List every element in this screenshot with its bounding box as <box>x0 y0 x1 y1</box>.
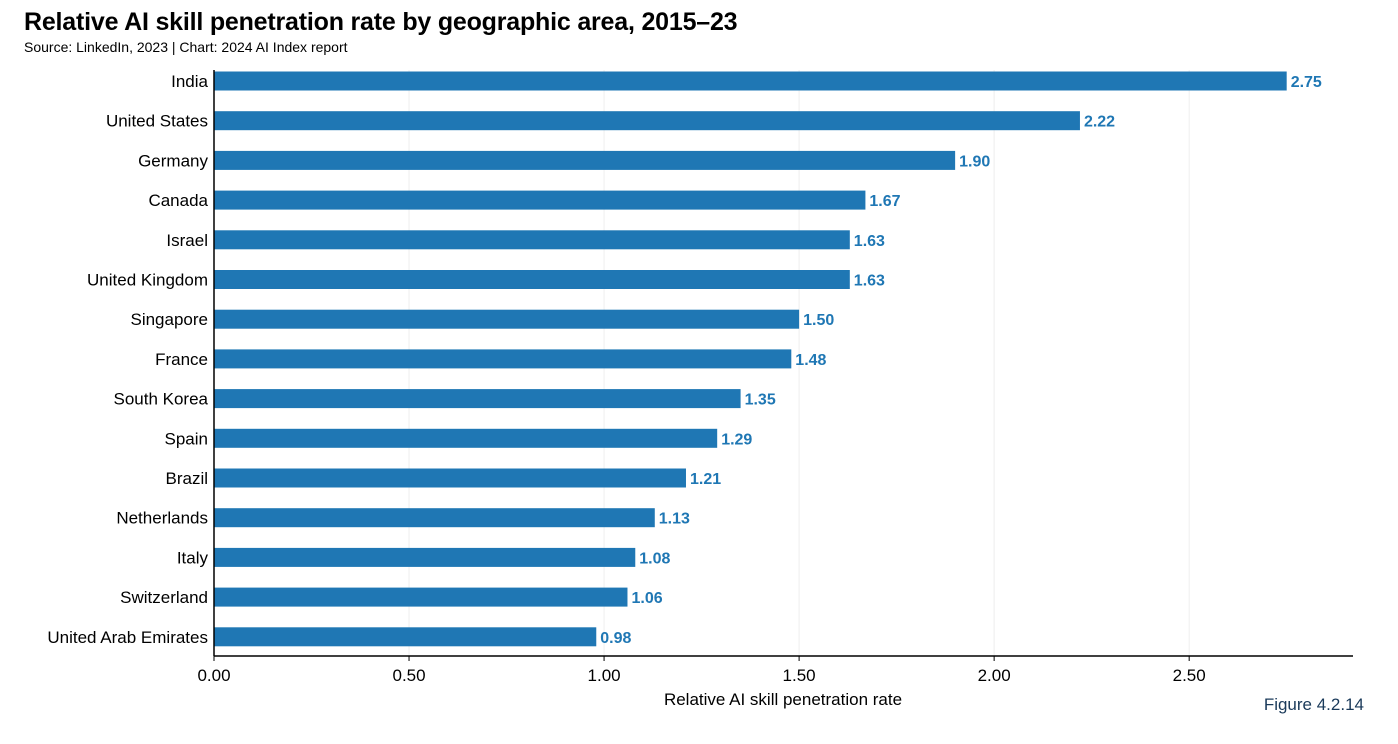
value-label: 1.48 <box>795 352 826 369</box>
category-label: Italy <box>177 548 209 567</box>
x-tick-label: 1.50 <box>783 666 816 685</box>
x-tick-label: 0.50 <box>392 666 425 685</box>
x-axis-title: Relative AI skill penetration rate <box>664 690 902 709</box>
chart-subtitle: Source: LinkedIn, 2023 | Chart: 2024 AI … <box>24 39 348 55</box>
category-label: United Kingdom <box>87 271 208 290</box>
x-tick-label: 2.50 <box>1173 666 1206 685</box>
bar <box>214 428 718 448</box>
bars <box>214 71 1287 647</box>
value-label: 1.35 <box>745 392 776 409</box>
labels: India 2.75 United States 2.22 Germany 1.90 Can… <box>47 72 1322 685</box>
chart-title: Relative AI skill penetration rate by ge… <box>24 8 738 36</box>
x-tick-label: 0.00 <box>197 666 230 685</box>
value-label: 1.13 <box>659 511 690 528</box>
category-label: Netherlands <box>116 509 208 528</box>
x-tick-label: 1.00 <box>588 666 621 685</box>
bar <box>214 627 597 647</box>
bar <box>214 587 628 607</box>
value-label: 1.08 <box>639 550 670 567</box>
bar <box>214 389 741 409</box>
axes <box>213 70 1353 661</box>
category-label: Singapore <box>130 310 208 329</box>
value-label: 1.90 <box>959 153 990 170</box>
value-label: 1.21 <box>690 471 721 488</box>
bar <box>214 468 686 488</box>
value-label: 1.63 <box>854 233 885 250</box>
category-label: Switzerland <box>120 588 208 607</box>
bar <box>214 508 655 528</box>
bar <box>214 270 850 289</box>
value-label: 0.98 <box>600 630 631 647</box>
value-label: 1.67 <box>869 193 900 210</box>
category-label: India <box>171 72 208 91</box>
value-label: 2.22 <box>1084 114 1115 131</box>
category-label: Canada <box>148 191 208 210</box>
category-label: France <box>155 350 208 369</box>
bar <box>214 150 956 170</box>
bar <box>214 349 792 369</box>
bar <box>214 309 800 329</box>
category-label: Spain <box>165 429 208 448</box>
bar <box>214 111 1080 131</box>
bar <box>214 71 1287 91</box>
figure-label: Figure 4.2.14 <box>1263 695 1364 714</box>
category-label: Brazil <box>165 469 208 488</box>
category-label: United States <box>106 112 208 131</box>
value-label: 1.06 <box>631 590 662 607</box>
category-label: South Korea <box>113 390 208 409</box>
value-label: 2.75 <box>1291 74 1322 91</box>
category-label: Germany <box>138 151 208 170</box>
bar <box>214 547 636 567</box>
value-label: 1.50 <box>803 312 834 329</box>
bar <box>214 230 850 250</box>
bar <box>214 190 866 210</box>
category-label: United Arab Emirates <box>47 628 208 647</box>
x-tick-label: 2.00 <box>978 666 1011 685</box>
value-label: 1.63 <box>854 273 885 290</box>
category-label: Israel <box>166 231 208 250</box>
value-label: 1.29 <box>721 431 752 448</box>
